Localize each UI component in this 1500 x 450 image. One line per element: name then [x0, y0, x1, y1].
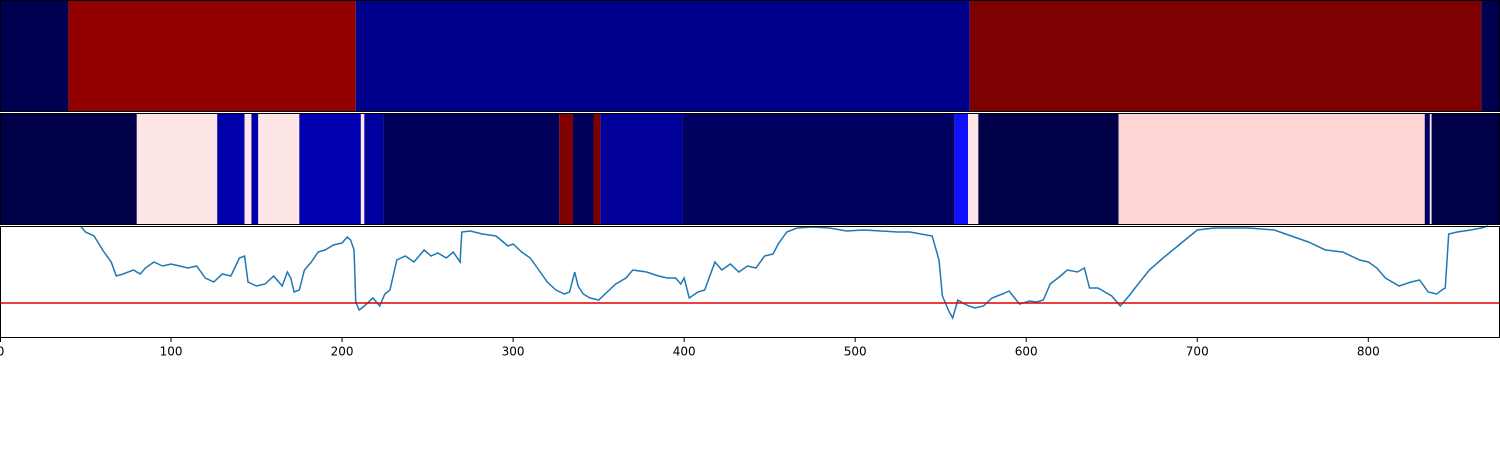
x-tick-label: 800 [1357, 345, 1380, 359]
segment [1118, 113, 1425, 225]
segment [572, 113, 594, 225]
segment [1481, 0, 1500, 112]
data-line [79, 225, 1489, 320]
segment [0, 0, 69, 112]
segment [1424, 113, 1430, 225]
x-tick-label: 100 [160, 345, 183, 359]
segment [559, 113, 573, 225]
segment [383, 113, 560, 225]
segment [251, 113, 259, 225]
segment [68, 0, 356, 112]
segment [1429, 113, 1432, 225]
segment [968, 113, 979, 225]
segment [136, 113, 218, 225]
panel-frame [0, 226, 1500, 338]
segment [0, 113, 137, 225]
segment [969, 0, 1482, 112]
segment [1431, 113, 1500, 225]
segment [593, 113, 601, 225]
segment [258, 113, 300, 225]
x-tick-label: 400 [673, 345, 696, 359]
segment [682, 113, 955, 225]
x-tick-label: 600 [1015, 345, 1038, 359]
segment [954, 113, 969, 225]
segment [978, 113, 1119, 225]
x-tick-label: 500 [844, 345, 867, 359]
segment [360, 113, 365, 225]
segment [364, 113, 384, 225]
x-tick-label: 300 [502, 345, 525, 359]
segment [217, 113, 245, 225]
segment [244, 113, 252, 225]
segment [355, 0, 970, 112]
segment [600, 113, 683, 225]
x-tick-label: 200 [331, 345, 354, 359]
x-tick-label: 700 [1186, 345, 1209, 359]
x-tick-label: 0 [0, 345, 4, 359]
segment [299, 113, 361, 225]
